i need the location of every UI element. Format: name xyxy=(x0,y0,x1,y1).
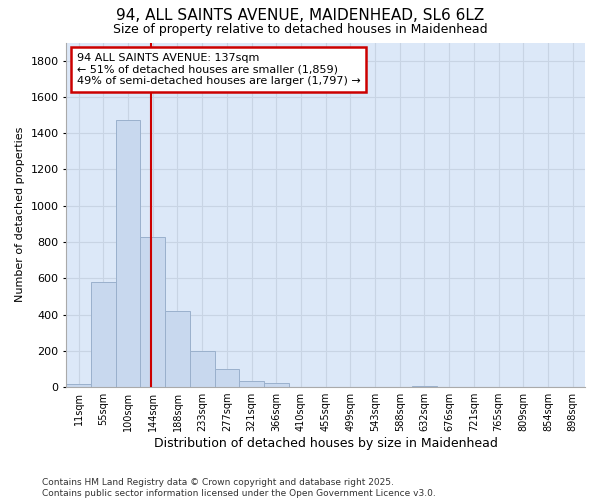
Y-axis label: Number of detached properties: Number of detached properties xyxy=(15,127,25,302)
Bar xyxy=(67,384,91,387)
Text: Size of property relative to detached houses in Maidenhead: Size of property relative to detached ho… xyxy=(113,22,487,36)
Bar xyxy=(91,282,116,387)
Bar xyxy=(165,311,190,387)
X-axis label: Distribution of detached houses by size in Maidenhead: Distribution of detached houses by size … xyxy=(154,437,497,450)
Bar xyxy=(239,380,264,387)
Bar xyxy=(190,351,215,387)
Bar xyxy=(215,369,239,387)
Text: Contains HM Land Registry data © Crown copyright and database right 2025.
Contai: Contains HM Land Registry data © Crown c… xyxy=(42,478,436,498)
Bar xyxy=(264,384,289,387)
Text: 94 ALL SAINTS AVENUE: 137sqm
← 51% of detached houses are smaller (1,859)
49% of: 94 ALL SAINTS AVENUE: 137sqm ← 51% of de… xyxy=(77,53,361,86)
Bar xyxy=(116,120,140,387)
Text: 94, ALL SAINTS AVENUE, MAIDENHEAD, SL6 6LZ: 94, ALL SAINTS AVENUE, MAIDENHEAD, SL6 6… xyxy=(116,8,484,22)
Bar xyxy=(412,386,437,387)
Bar xyxy=(140,236,165,387)
